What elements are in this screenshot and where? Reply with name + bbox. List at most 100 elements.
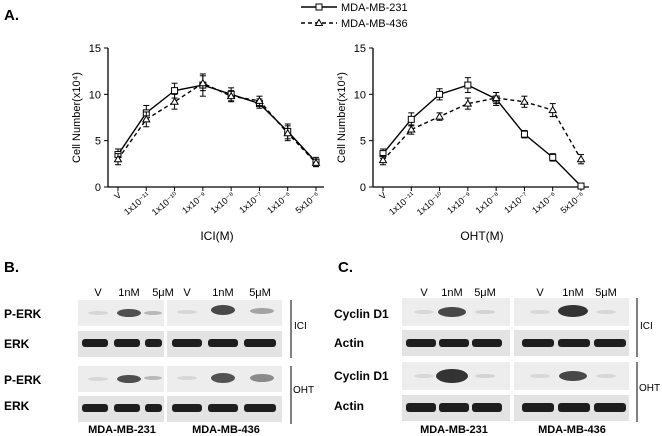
x-tick-label: 1x10⁻⁸	[208, 190, 236, 216]
x-tick-label: 1x10⁻¹⁰	[150, 190, 180, 218]
x-tick-label: 1x10⁻⁶	[530, 190, 558, 216]
lane-label-5um: 5μM	[249, 287, 271, 299]
blot-band	[114, 404, 140, 412]
x-tick-label: 1x10⁻¹⁰	[415, 190, 445, 218]
lane-label-v: V	[94, 287, 102, 299]
data-point	[141, 114, 151, 123]
blot-band	[82, 339, 108, 347]
blot-band	[406, 339, 436, 347]
panel-a-label: A.	[4, 7, 19, 24]
series-line	[117, 82, 317, 164]
blot-band	[472, 339, 502, 347]
cell-line-label-436: MDA-MB-436	[192, 424, 260, 436]
y-tick-label: 15	[354, 43, 366, 55]
blot-band	[144, 376, 162, 380]
row-label-erk: ERK	[4, 337, 30, 351]
y-tick-label: 10	[89, 89, 101, 101]
data-point	[491, 93, 501, 102]
x-tick-label: 1x10⁻⁶	[265, 190, 293, 216]
blot-band	[250, 374, 274, 382]
data-point	[548, 105, 558, 114]
blot-band	[177, 376, 197, 380]
cell-line-label-231: MDA-MB-231	[420, 424, 488, 436]
panel-c-label: C.	[338, 259, 353, 276]
blot-band	[414, 374, 434, 378]
x-tick-label: 1x10⁻⁷	[502, 190, 530, 215]
y-axis-label: Cell Number(x10⁴)	[336, 72, 348, 163]
cell-line-label-436: MDA-MB-436	[538, 424, 606, 436]
data-point	[407, 115, 415, 123]
data-point	[406, 125, 416, 133]
data-point	[577, 182, 585, 190]
legend-marker-square	[315, 3, 323, 11]
row-label-p-erk: P-ERK	[4, 373, 42, 387]
blot-band	[558, 339, 590, 347]
blot-band	[594, 403, 626, 412]
treatment-label-oht: OHT	[639, 383, 660, 394]
lane-label-5um: 5μM	[595, 287, 617, 299]
x-axis-label: OHT(M)	[460, 229, 503, 243]
data-point	[198, 78, 208, 87]
data-point	[170, 97, 179, 105]
blot-band	[558, 403, 590, 412]
data-point	[255, 96, 264, 104]
blot-band	[406, 403, 436, 412]
blot-band	[436, 369, 468, 383]
blot-band	[172, 339, 202, 347]
blot-band	[438, 307, 466, 317]
blot-band	[172, 404, 202, 412]
data-point	[171, 87, 179, 95]
data-point	[576, 154, 586, 163]
y-axis-label: Cell Number(x10⁴)	[71, 72, 83, 163]
blot-panel-c: V 1nM 5μM V 1nM 5μM Cyclin D1 Actin Cycl…	[334, 287, 660, 436]
blot-band	[439, 403, 469, 412]
data-point	[520, 130, 528, 138]
row-label-cyclin-d1: Cyclin D1	[334, 369, 389, 383]
lane-label-5um: 5μM	[152, 287, 174, 299]
blot-band	[88, 377, 108, 381]
legend-marker-triangle	[314, 18, 324, 26]
blot-band	[530, 374, 550, 378]
blot-band	[117, 309, 141, 317]
x-tick-label: V	[112, 190, 123, 202]
blot-band	[82, 404, 108, 412]
legend-label-231: MDA-MB-231	[341, 2, 408, 14]
blot-band	[145, 404, 162, 412]
blot-band	[145, 339, 162, 347]
data-point	[464, 81, 472, 89]
x-tick-label: 5x10⁻⁶	[293, 190, 321, 216]
row-label-cyclin-d1: Cyclin D1	[334, 307, 389, 321]
cell-line-label-231: MDA-MB-231	[88, 424, 156, 436]
blot-band	[144, 311, 162, 315]
x-tick-label: 1x10⁻⁹	[180, 190, 208, 216]
blot-band	[211, 305, 235, 315]
treatment-label-ici: ICI	[640, 321, 653, 332]
lane-label-1nm: 1nM	[118, 287, 139, 299]
data-point	[113, 154, 123, 163]
lane-label-5um: 5μM	[474, 287, 496, 299]
row-label-p-erk: P-ERK	[4, 307, 42, 321]
blot-band	[177, 310, 197, 314]
data-point	[549, 153, 557, 161]
lane-label-1nm: 1nM	[441, 287, 462, 299]
blot-band	[522, 339, 554, 347]
blot-band	[244, 404, 276, 412]
treatment-label-oht: OHT	[293, 385, 314, 396]
blot-band	[559, 371, 587, 381]
blot-band	[596, 310, 616, 314]
y-tick-label: 5	[95, 136, 101, 148]
panel-b-label: B.	[4, 259, 19, 276]
blot-band	[594, 339, 626, 347]
legend-label-436: MDA-MB-436	[341, 18, 408, 30]
data-point	[378, 155, 388, 164]
row-label-actin: Actin	[334, 399, 364, 413]
row-label-actin: Actin	[334, 336, 364, 350]
x-tick-label: 1x10⁻¹¹	[387, 190, 417, 217]
blot-band	[117, 375, 141, 383]
blot-band	[114, 339, 140, 347]
data-point	[436, 90, 444, 98]
x-tick-label: 1x10⁻⁹	[445, 190, 473, 216]
